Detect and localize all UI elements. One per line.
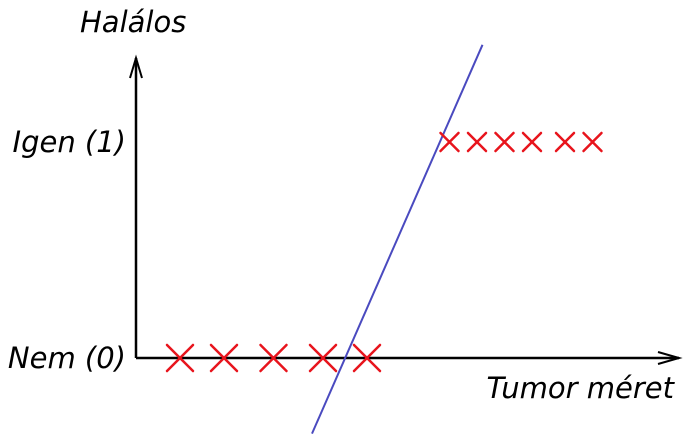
- data-point-x-marker: [554, 131, 576, 153]
- marker-stroke-b: [466, 131, 488, 153]
- axes: [129, 54, 683, 365]
- y-axis-label: Halálos: [80, 5, 186, 39]
- plot-area: [165, 44, 603, 435]
- x-axis-label: Tumor méret: [486, 371, 675, 405]
- y-axis-arrowhead: [129, 54, 143, 79]
- regression-line: [311, 44, 484, 435]
- marker-stroke-b: [521, 131, 543, 153]
- marker-stroke-b: [494, 131, 515, 153]
- marker-stroke-b: [259, 343, 288, 373]
- marker-stroke-b: [582, 131, 603, 153]
- data-point-x-marker: [521, 131, 543, 153]
- data-point-x-marker: [494, 131, 515, 153]
- marker-stroke-b: [165, 343, 195, 373]
- data-point-x-marker: [308, 343, 338, 373]
- marker-stroke-b: [352, 343, 382, 373]
- data-point-x-marker: [582, 131, 603, 153]
- marker-stroke-b: [209, 343, 239, 373]
- data-point-x-marker: [439, 131, 460, 153]
- y-tick-label-1: Igen (1): [13, 125, 126, 159]
- marker-stroke-b: [554, 131, 576, 153]
- marker-stroke-b: [308, 343, 338, 373]
- data-point-x-marker: [209, 343, 239, 373]
- data-point-x-marker: [165, 343, 195, 373]
- x-axis-arrowhead: [657, 351, 683, 365]
- y-tick-label-0: Nem (0): [8, 341, 126, 375]
- data-point-x-marker: [259, 343, 288, 373]
- data-point-x-marker: [352, 343, 382, 373]
- data-point-x-marker: [466, 131, 488, 153]
- marker-stroke-b: [439, 131, 460, 153]
